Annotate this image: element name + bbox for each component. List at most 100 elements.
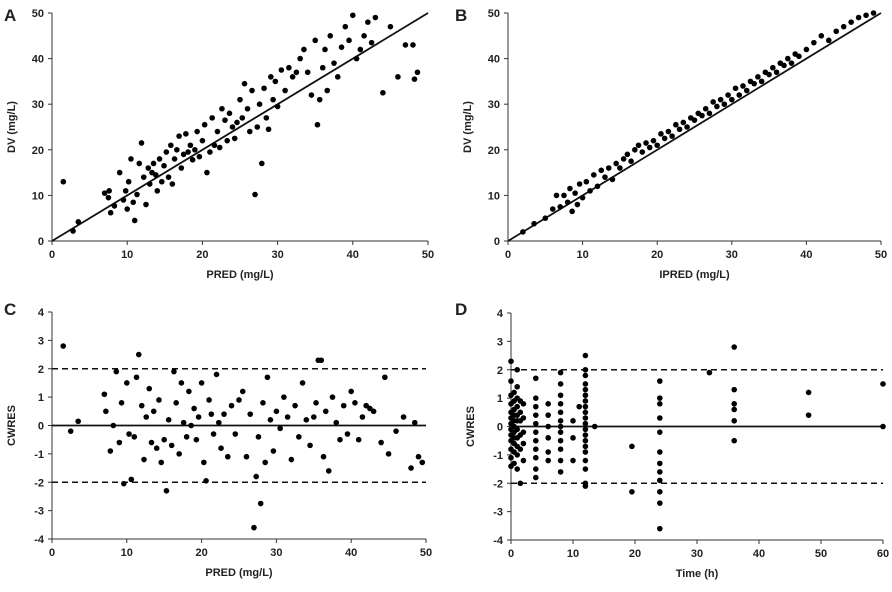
data-point [359,414,366,420]
data-point [237,96,243,103]
data-point [124,380,130,386]
data-point [150,160,157,167]
data-point [605,165,612,171]
data-point [107,209,114,216]
data-point [557,369,564,376]
data-point [208,411,215,417]
data-point [138,402,145,409]
data-point [557,457,564,464]
y-tick-label: 4 [497,308,504,320]
data-point [717,96,724,103]
data-point [263,115,270,121]
panel-a: A 0 10 20 30 40 50 0 10 20 30 40 50 PRED (mg/L) DV (mg… [4,6,434,281]
data-point [256,101,263,107]
data-point [213,371,220,378]
data-point [773,69,780,76]
data-point [232,431,239,437]
data-point [75,219,82,225]
data-point [517,409,524,416]
data-point [582,432,589,438]
data-point [511,389,517,396]
data-point [234,119,240,126]
data-point [101,391,108,398]
data-point [143,414,150,420]
x-axis-label: PRED (mg/L) [206,269,274,281]
data-point [146,385,153,392]
data-point [171,156,178,162]
data-point [158,459,165,466]
data-point [751,80,757,87]
data-point [156,397,162,403]
x-tick-label: 0 [49,547,55,559]
data-point [253,473,260,480]
data-point [136,160,143,167]
data-point [194,128,200,135]
y-axis-label: CWRES [465,406,477,447]
x-tick-label: 20 [196,249,208,261]
data-point [570,457,576,464]
data-point [402,42,409,48]
data-point [385,451,392,457]
data-point [657,488,663,495]
data-point [657,401,663,407]
data-point [590,172,597,178]
data-point [301,46,307,53]
data-point [352,400,358,406]
data-point [740,83,746,89]
data-point [514,426,520,433]
data-point [224,453,231,460]
data-point [669,133,675,139]
data-point [658,131,664,137]
x-tick-label: 10 [121,249,133,261]
data-point [246,128,253,135]
data-point [314,121,321,128]
x-tick-label: 40 [753,548,765,560]
data-point [657,477,663,484]
y-tick-label: 0 [38,421,44,433]
data-point [758,78,765,85]
data-point [557,446,564,453]
data-point [122,188,129,194]
data-point [387,23,394,30]
data-point [714,103,720,110]
data-point [239,115,246,121]
data-point [124,206,130,212]
panel-d: D 0 10 20 30 40 50 60 -4 -3 -2 -1 0 1 2 3 4 Time (h) CWRES [455,300,889,580]
data-point [183,434,190,440]
data-point [322,46,328,53]
data-point [319,64,326,71]
data-point [710,99,716,105]
y-tick-label: 2 [497,365,503,377]
data-point [316,96,323,103]
data-point [582,483,589,489]
data-point [296,434,302,440]
data-point [278,67,285,73]
data-point [286,64,292,71]
x-axis-label: PRED (mg/L) [205,567,273,579]
data-point [576,403,582,410]
data-point [168,442,175,449]
data-point [370,408,377,415]
y-axis-label: CWRES [6,405,18,446]
data-point [183,131,189,137]
data-point [216,419,222,426]
data-point [260,400,266,406]
data-point [357,46,364,53]
data-point [264,374,271,381]
data-point [731,386,737,393]
data-point [520,401,527,407]
data-point [514,452,520,458]
data-point [145,165,152,171]
data-point [158,178,165,185]
x-tick-label: 0 [505,249,511,261]
data-point [191,405,197,412]
data-point [133,374,140,381]
data-point [570,435,576,441]
data-point [576,181,583,187]
data-point [247,411,254,417]
data-point [591,423,598,430]
data-point [582,372,589,379]
data-point [103,408,109,415]
data-point [731,437,737,444]
data-point [138,140,145,146]
